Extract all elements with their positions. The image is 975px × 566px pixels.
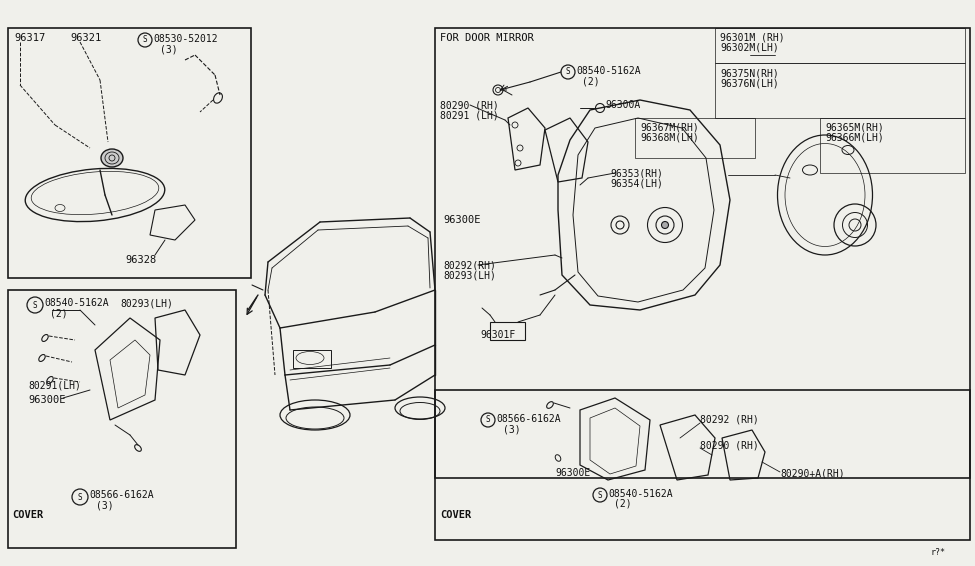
Text: 96328: 96328	[125, 255, 156, 265]
Text: S: S	[486, 415, 490, 424]
Text: 80292 (RH): 80292 (RH)	[700, 415, 759, 425]
Text: 80293(LH): 80293(LH)	[120, 298, 173, 308]
Text: 80293(LH): 80293(LH)	[443, 270, 496, 280]
Text: COVER: COVER	[12, 510, 43, 520]
Ellipse shape	[101, 149, 123, 167]
Text: S: S	[142, 36, 147, 45]
Text: S: S	[598, 491, 603, 500]
Text: 96353(RH): 96353(RH)	[610, 168, 663, 178]
Text: 96301F: 96301F	[480, 330, 515, 340]
Text: 80290+A(RH): 80290+A(RH)	[780, 468, 844, 478]
Ellipse shape	[661, 221, 669, 229]
Text: (3): (3)	[160, 44, 177, 54]
Bar	[490, 322, 525, 340]
Text: (2): (2)	[582, 76, 600, 86]
Text: 96368M(LH): 96368M(LH)	[640, 133, 699, 143]
Text: 96302M(LH): 96302M(LH)	[720, 43, 779, 53]
Text: 96375N(RH): 96375N(RH)	[720, 68, 779, 78]
Text: 80291(LH): 80291(LH)	[28, 380, 81, 390]
Text: COVER: COVER	[440, 510, 471, 520]
Text: 08540-5162A: 08540-5162A	[576, 66, 641, 76]
Text: 08540-5162A: 08540-5162A	[44, 298, 108, 308]
Text: S: S	[33, 301, 37, 310]
Text: 08540-5162A: 08540-5162A	[608, 489, 673, 499]
Text: 08566-6162A: 08566-6162A	[496, 414, 561, 424]
Bar	[435, 390, 970, 540]
Text: 80290 (RH): 80290 (RH)	[440, 100, 499, 110]
Text: (2): (2)	[50, 308, 67, 318]
Text: 96317: 96317	[14, 33, 45, 43]
Text: r?*: r?*	[930, 548, 945, 557]
Text: (3): (3)	[503, 424, 521, 434]
Text: 96376N(LH): 96376N(LH)	[720, 78, 779, 88]
Text: 08566-6162A: 08566-6162A	[89, 490, 154, 500]
Text: (3): (3)	[96, 500, 114, 510]
Text: 96321: 96321	[70, 33, 101, 43]
Text: 96354(LH): 96354(LH)	[610, 178, 663, 188]
Bar	[820, 118, 965, 173]
Bar	[635, 118, 755, 158]
Bar	[435, 28, 970, 478]
Bar	[8, 290, 236, 548]
Text: 96366M(LH): 96366M(LH)	[825, 133, 883, 143]
Text: 96300E: 96300E	[443, 215, 481, 225]
Text: FOR DOOR MIRROR: FOR DOOR MIRROR	[440, 33, 533, 43]
Bar	[715, 28, 965, 63]
Text: 80292(RH): 80292(RH)	[443, 260, 496, 270]
Text: 96367M(RH): 96367M(RH)	[640, 123, 699, 133]
Text: 96365M(RH): 96365M(RH)	[825, 123, 883, 133]
Text: 80290 (RH): 80290 (RH)	[700, 440, 759, 450]
Text: (2): (2)	[614, 499, 632, 509]
Text: 96300E: 96300E	[555, 468, 590, 478]
Bar	[715, 63, 965, 118]
Text: S: S	[78, 492, 82, 501]
Text: 80291 (LH): 80291 (LH)	[440, 110, 499, 120]
Text: 96300E: 96300E	[28, 395, 65, 405]
Text: 96300A: 96300A	[605, 100, 641, 110]
Bar	[8, 28, 251, 278]
Text: 08530-52012: 08530-52012	[153, 34, 217, 44]
Text: 96301M (RH): 96301M (RH)	[720, 33, 785, 43]
Text: S: S	[566, 67, 570, 76]
Bar	[293, 350, 331, 368]
